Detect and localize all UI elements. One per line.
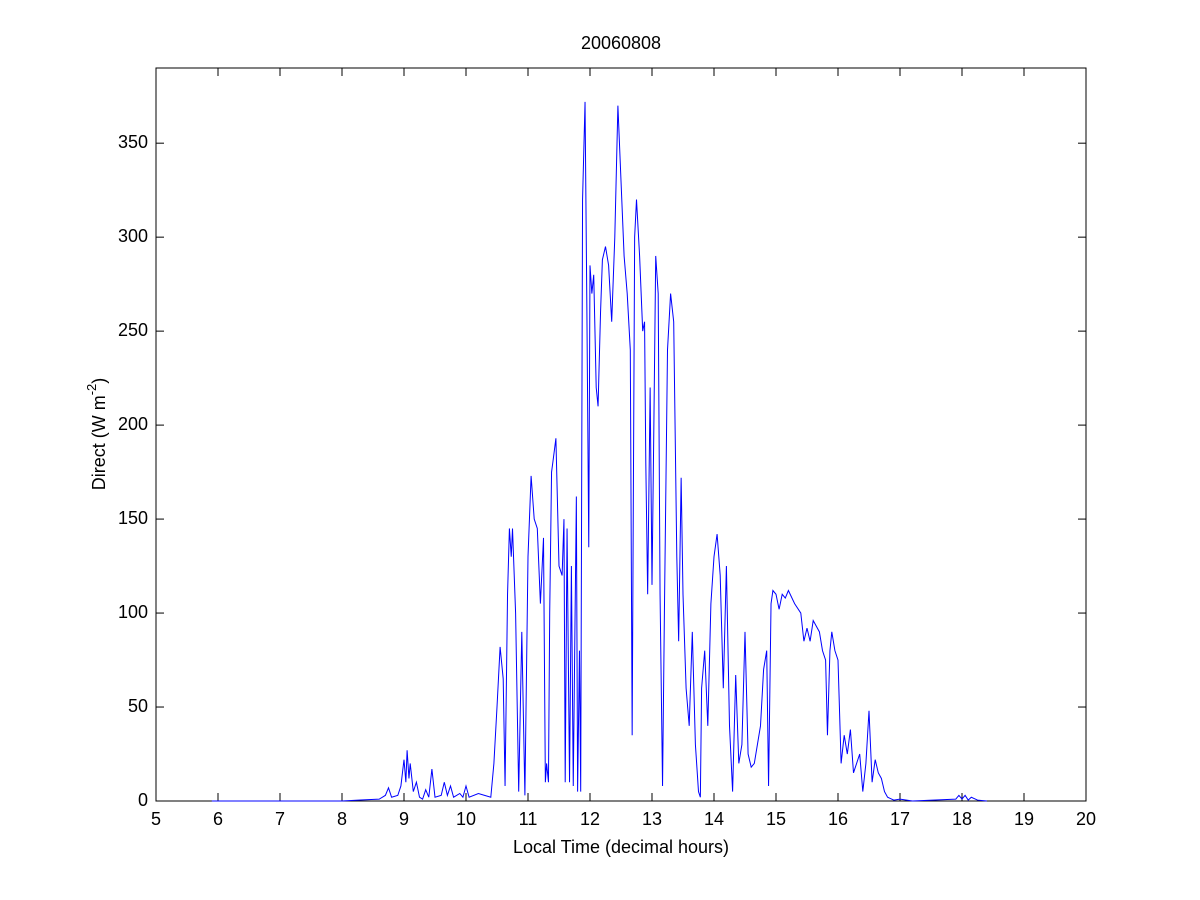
x-tick-label: 6 [213,809,223,829]
x-tick-label: 9 [399,809,409,829]
y-axis-label-end: ) [89,378,109,384]
x-tick-label: 8 [337,809,347,829]
x-tick-label: 19 [1014,809,1034,829]
data-line [211,101,987,802]
x-tick-label: 5 [151,809,161,829]
y-tick-label: 0 [138,790,148,810]
y-axis-label-text: Direct (W m [89,395,109,490]
x-tick-label: 15 [766,809,786,829]
y-tick-label: 300 [118,226,148,246]
y-tick-label: 350 [118,132,148,152]
x-tick-label: 20 [1076,809,1096,829]
x-axis-label: Local Time (decimal hours) [513,837,729,857]
x-tick-label: 17 [890,809,910,829]
x-tick-label: 7 [275,809,285,829]
x-tick-label: 14 [704,809,724,829]
chart-title: 20060808 [581,33,661,53]
y-axis-label-sup: -2 [84,384,99,396]
y-tick-label: 250 [118,320,148,340]
y-tick-label: 150 [118,508,148,528]
x-tick-label: 11 [519,809,538,829]
x-tick-label: 16 [828,809,848,829]
y-tick-label: 200 [118,414,148,434]
x-tick-label: 18 [952,809,972,829]
y-axis-label: Direct (W m-2) [84,378,108,491]
x-tick-label: 12 [580,809,600,829]
x-tick-label: 10 [456,809,476,829]
y-tick-label: 100 [118,602,148,622]
y-tick-label: 50 [128,696,148,716]
x-tick-label: 13 [642,809,662,829]
